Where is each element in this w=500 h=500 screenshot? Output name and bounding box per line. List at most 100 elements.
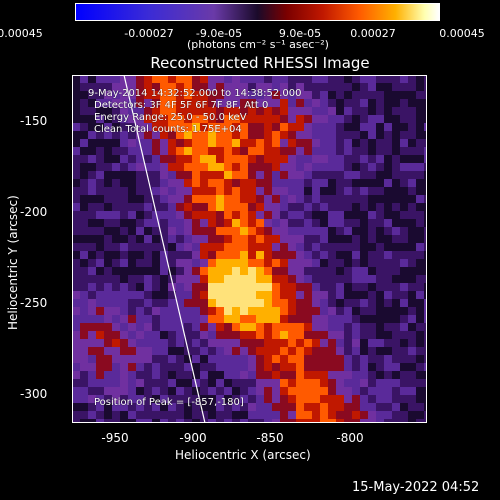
image-pixel: [352, 99, 360, 107]
image-pixel: [424, 115, 427, 123]
image-pixel: [216, 339, 224, 347]
image-pixel: [96, 403, 104, 411]
image-pixel: [136, 379, 144, 387]
image-pixel: [136, 363, 144, 371]
image-pixel: [320, 323, 328, 331]
image-pixel: [104, 235, 112, 243]
image-pixel: [352, 331, 360, 339]
image-pixel: [168, 403, 176, 411]
image-pixel: [128, 219, 136, 227]
image-pixel: [216, 243, 224, 251]
image-pixel: [312, 307, 320, 315]
image-pixel: [304, 99, 312, 107]
image-pixel: [128, 235, 136, 243]
image-pixel: [360, 155, 368, 163]
image-pixel: [168, 355, 176, 363]
image-pixel: [416, 387, 424, 395]
image-pixel: [104, 267, 112, 275]
image-pixel: [400, 227, 408, 235]
energy-range-text: Energy Range: 25.0 - 50.0 keV: [94, 112, 247, 123]
image-pixel: [344, 243, 352, 251]
image-pixel: [112, 187, 120, 195]
image-pixel: [176, 291, 184, 299]
image-pixel: [120, 347, 128, 355]
image-pixel: [392, 395, 400, 403]
image-pixel: [120, 219, 128, 227]
image-pixel: [408, 187, 416, 195]
image-pixel: [176, 155, 184, 163]
image-pixel: [160, 379, 168, 387]
image-pixel: [80, 363, 88, 371]
image-pixel: [232, 419, 240, 423]
image-pixel: [72, 227, 80, 235]
image-pixel: [88, 283, 96, 291]
image-pixel: [96, 347, 104, 355]
image-pixel: [80, 171, 88, 179]
image-pixel: [248, 131, 256, 139]
image-pixel: [272, 211, 280, 219]
image-pixel: [352, 299, 360, 307]
image-pixel: [232, 75, 240, 83]
image-pixel: [280, 259, 288, 267]
image-pixel: [256, 139, 264, 147]
image-pixel: [160, 203, 168, 211]
image-pixel: [152, 331, 160, 339]
image-pixel: [320, 179, 328, 187]
image-pixel: [152, 363, 160, 371]
image-pixel: [176, 355, 184, 363]
image-pixel: [360, 347, 368, 355]
image-pixel: [288, 379, 296, 387]
image-pixel: [200, 299, 208, 307]
image-pixel: [216, 251, 224, 259]
image-pixel: [112, 107, 120, 115]
image-pixel: [120, 419, 128, 423]
image-pixel: [320, 355, 328, 363]
image-pixel: [88, 275, 96, 283]
image-pixel: [360, 363, 368, 371]
image-pixel: [312, 131, 320, 139]
image-pixel: [408, 251, 416, 259]
image-pixel: [288, 283, 296, 291]
image-pixel: [320, 187, 328, 195]
image-pixel: [400, 387, 408, 395]
image-pixel: [272, 179, 280, 187]
image-pixel: [384, 203, 392, 211]
image-pixel: [400, 147, 408, 155]
image-pixel: [120, 283, 128, 291]
image-pixel: [360, 123, 368, 131]
image-pixel: [144, 387, 152, 395]
image-pixel: [256, 163, 264, 171]
image-pixel: [248, 323, 256, 331]
image-pixel: [112, 339, 120, 347]
image-pixel: [416, 115, 424, 123]
image-pixel: [72, 123, 80, 131]
image-pixel: [224, 299, 232, 307]
image-pixel: [224, 123, 232, 131]
image-pixel: [360, 251, 368, 259]
image-pixel: [120, 171, 128, 179]
image-pixel: [384, 403, 392, 411]
image-pixel: [128, 139, 136, 147]
image-pixel: [152, 315, 160, 323]
image-pixel: [312, 283, 320, 291]
image-pixel: [176, 275, 184, 283]
image-pixel: [360, 211, 368, 219]
image-pixel: [112, 387, 120, 395]
image-pixel: [168, 395, 176, 403]
image-pixel: [208, 395, 216, 403]
image-pixel: [240, 115, 248, 123]
image-pixel: [328, 355, 336, 363]
image-pixel: [408, 259, 416, 267]
image-pixel: [408, 195, 416, 203]
image-pixel: [352, 259, 360, 267]
image-pixel: [376, 107, 384, 115]
image-pixel: [272, 371, 280, 379]
image-pixel: [200, 195, 208, 203]
image-pixel: [72, 355, 80, 363]
image-pixel: [232, 219, 240, 227]
image-pixel: [352, 139, 360, 147]
image-pixel: [336, 339, 344, 347]
image-pixel: [368, 107, 376, 115]
image-pixel: [128, 99, 136, 107]
image-pixel: [248, 267, 256, 275]
